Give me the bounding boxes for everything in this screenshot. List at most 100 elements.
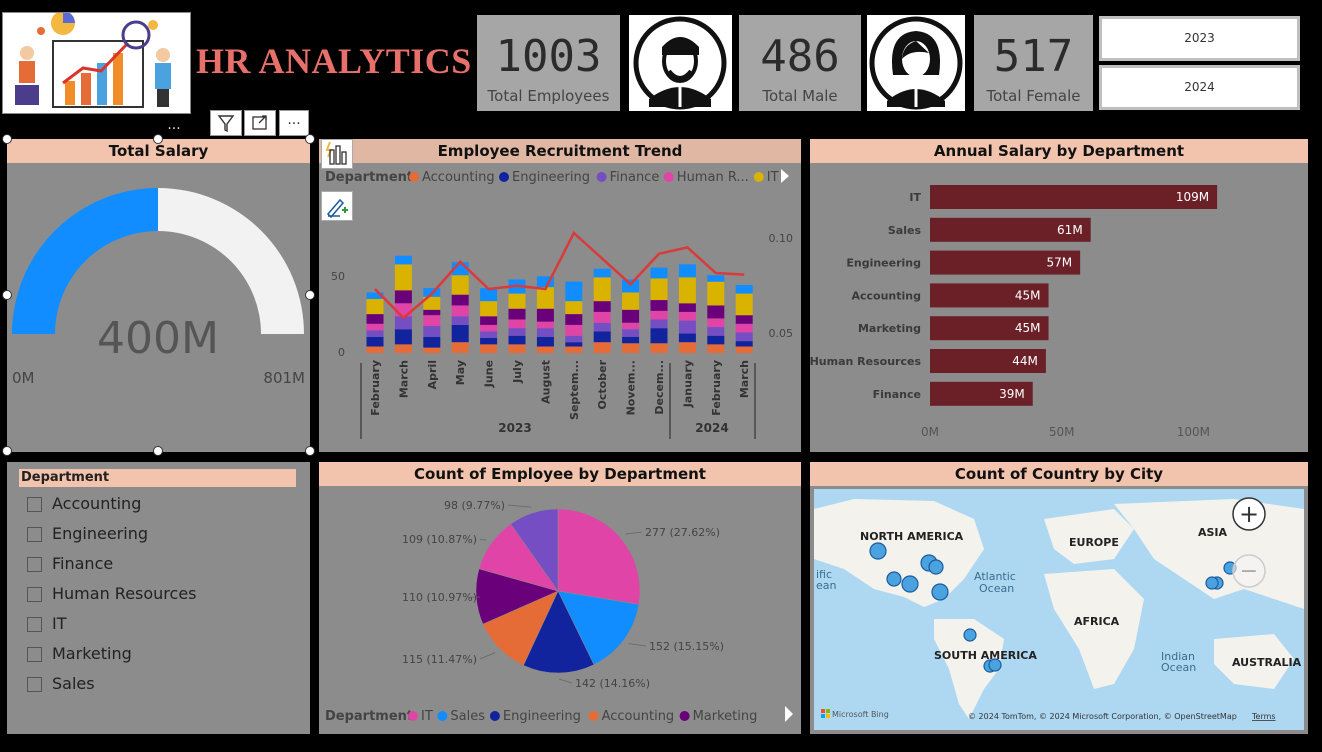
bar-segment[interactable] — [480, 288, 498, 302]
checkbox[interactable] — [27, 647, 42, 662]
bar-segment[interactable] — [565, 314, 583, 325]
bar-segment[interactable] — [536, 346, 554, 353]
bar-segment[interactable] — [593, 342, 611, 353]
bar-segment[interactable] — [735, 284, 753, 294]
bar-segment[interactable] — [366, 292, 384, 299]
bar-segment[interactable] — [394, 329, 412, 345]
bar-segment[interactable] — [536, 287, 554, 309]
bar-segment[interactable] — [650, 278, 668, 301]
bar-segment[interactable] — [366, 336, 384, 347]
department-slicer[interactable]: Department Accounting Engineering Finance H… — [7, 462, 310, 734]
bar-segment[interactable] — [565, 346, 583, 353]
bar-segment[interactable] — [735, 346, 753, 353]
resize-handle[interactable] — [2, 446, 12, 456]
city-bubble[interactable] — [901, 575, 919, 593]
bar-segment[interactable] — [593, 268, 611, 278]
world-map[interactable]: NORTH AMERICA EUROPE ASIA Atlantic Ocean… — [814, 489, 1304, 730]
slicer-item[interactable]: Accounting — [27, 494, 141, 513]
pie-slice[interactable] — [557, 590, 640, 666]
bar-segment[interactable] — [536, 328, 554, 337]
checkbox[interactable] — [27, 527, 42, 542]
bar-segment[interactable] — [735, 293, 753, 316]
bar-segment[interactable] — [451, 324, 469, 343]
bar-segment[interactable] — [508, 335, 526, 345]
bar-segment[interactable] — [678, 264, 696, 278]
bar-segment[interactable] — [480, 316, 498, 325]
bar-segment[interactable] — [593, 322, 611, 332]
bar-segment[interactable] — [565, 324, 583, 336]
bar-segment[interactable] — [565, 335, 583, 343]
focus-mode-button[interactable] — [244, 110, 276, 136]
bar-segment[interactable] — [508, 328, 526, 336]
bar-segment[interactable] — [707, 305, 725, 319]
year-2024-button[interactable]: 2024 — [1099, 65, 1300, 110]
bar-segment[interactable] — [366, 346, 384, 353]
bar-segment[interactable] — [707, 281, 725, 306]
year-2023-button[interactable]: 2023 — [1099, 16, 1300, 61]
format-visual-button[interactable] — [321, 191, 353, 221]
bar-segment[interactable] — [451, 294, 469, 306]
bar-segment[interactable] — [394, 264, 412, 291]
bar-segment[interactable] — [650, 343, 668, 353]
pie-legend-item[interactable]: Engineering — [503, 709, 581, 724]
checkbox[interactable] — [27, 557, 42, 572]
legend-item[interactable]: IT — [767, 170, 779, 185]
annual-salary-panel[interactable]: Annual Salary by Department IT 109M Sales 6… — [810, 139, 1308, 452]
resize-handle[interactable] — [305, 446, 315, 456]
slicer-item[interactable]: IT — [27, 614, 67, 633]
bar-segment[interactable] — [480, 344, 498, 353]
bar-segment[interactable] — [650, 328, 668, 344]
pie-slice[interactable] — [510, 508, 559, 592]
bar-segment[interactable] — [707, 327, 725, 336]
bar-segment[interactable] — [707, 318, 725, 328]
bar-segment[interactable] — [678, 311, 696, 321]
bar-segment[interactable] — [394, 316, 412, 330]
more-options-menu-button[interactable]: ... — [279, 110, 309, 136]
legend-item[interactable]: Human R... — [677, 170, 749, 185]
bar-segment[interactable] — [650, 267, 668, 279]
salary-bar[interactable] — [930, 316, 1049, 341]
bar-segment[interactable] — [508, 293, 526, 309]
resize-handle[interactable] — [2, 290, 12, 300]
checkbox[interactable] — [27, 497, 42, 512]
bar-segment[interactable] — [622, 279, 640, 293]
city-bubble[interactable] — [928, 559, 944, 575]
bar-segment[interactable] — [678, 342, 696, 353]
bar-segment[interactable] — [593, 311, 611, 323]
resize-handle[interactable] — [153, 134, 163, 144]
visual-type-button[interactable] — [321, 139, 353, 169]
bar-segment[interactable] — [394, 290, 412, 304]
bar-segment[interactable] — [622, 343, 640, 353]
slicer-item[interactable]: Finance — [27, 554, 113, 573]
legend-item[interactable]: Engineering — [512, 170, 590, 185]
checkbox[interactable] — [27, 617, 42, 632]
salary-bar[interactable] — [930, 349, 1046, 373]
bar-segment[interactable] — [480, 331, 498, 338]
bar-segment[interactable] — [536, 321, 554, 329]
zoom-out-button[interactable] — [1232, 554, 1266, 588]
bar-segment[interactable] — [678, 303, 696, 312]
bar-segment[interactable] — [593, 331, 611, 343]
salary-bar[interactable] — [930, 185, 1218, 209]
pie-legend-item[interactable]: Accounting — [602, 709, 675, 724]
legend-item[interactable]: Finance — [610, 170, 660, 185]
bar-segment[interactable] — [423, 315, 441, 326]
bar-segment[interactable] — [366, 298, 384, 315]
employee-count-panel[interactable]: Count of Employee by Department 277 (27.… — [319, 462, 801, 734]
bar-segment[interactable] — [366, 330, 384, 337]
bar-segment[interactable] — [650, 310, 668, 320]
bar-segment[interactable] — [536, 308, 554, 322]
bar-segment[interactable] — [622, 329, 640, 337]
bar-segment[interactable] — [735, 315, 753, 324]
bar-segment[interactable] — [536, 276, 554, 288]
city-bubble[interactable] — [886, 571, 902, 587]
bar-segment[interactable] — [678, 333, 696, 343]
pie-legend-item[interactable]: Sales — [450, 709, 485, 724]
filter-button[interactable] — [210, 110, 242, 136]
bar-segment[interactable] — [735, 323, 753, 333]
resize-handle[interactable] — [305, 134, 315, 144]
legend-next-arrow-icon[interactable] — [781, 169, 789, 183]
pie-legend-next-arrow-icon[interactable] — [785, 706, 793, 722]
salary-bar[interactable] — [930, 283, 1049, 308]
bar-segment[interactable] — [451, 316, 469, 325]
